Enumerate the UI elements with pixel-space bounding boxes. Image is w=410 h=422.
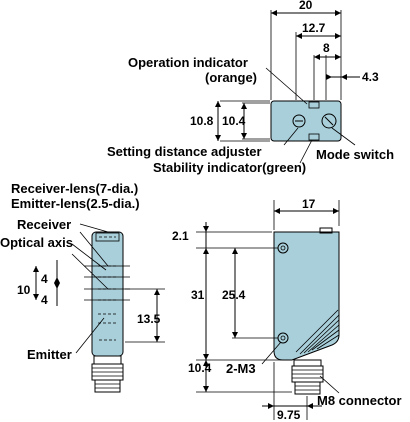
dim-12-7: 12.7 <box>302 21 326 35</box>
label-optical-axis: Optical axis <box>0 235 73 250</box>
front-view-body <box>91 231 124 357</box>
dim-4a: 4 <box>41 272 48 286</box>
front-connector-neck <box>93 355 122 365</box>
dim-4-3: 4.3 <box>362 70 379 84</box>
dim-10-4: 10.4 <box>222 114 246 128</box>
front-view: 10 4 4 13.5 Receiver-lens(7-dia.) Emitte… <box>0 181 165 393</box>
side-connector-neck <box>293 359 322 367</box>
stability-indicator-window <box>308 133 320 141</box>
side-grip-hatch <box>295 309 340 355</box>
dim-9-75: 9.75 <box>277 408 301 422</box>
label-emitter-lens: Emitter-lens(2.5-dia.) <box>11 196 140 211</box>
label-orange: (orange) <box>205 70 257 85</box>
side-view: 17 2.1 31 25.4 10.4 9.75 <box>172 197 402 422</box>
dim-10-8: 10.8 <box>190 114 214 128</box>
dim-width: 20 <box>299 0 313 12</box>
top-view-body <box>270 100 342 142</box>
dim-31: 31 <box>191 288 205 302</box>
label-operation-indicator: Operation indicator <box>128 55 248 70</box>
mode-switch-knob <box>321 113 337 129</box>
label-receiver: Receiver <box>17 217 71 232</box>
dim-10-4-side: 10.4 <box>188 361 212 375</box>
label-receiver-lens: Receiver-lens(7-dia.) <box>11 181 138 196</box>
top-view: 20 12.7 8 4.3 10.8 10.4 O <box>107 0 394 175</box>
adjuster-screw <box>292 114 306 128</box>
dim-4b: 4 <box>41 293 48 307</box>
label-emitter: Emitter <box>27 347 72 362</box>
dim-17: 17 <box>302 197 316 211</box>
label-2-m3: 2-M3 <box>226 361 256 376</box>
side-view-body <box>273 231 340 361</box>
label-setting-distance-adjuster: Setting distance adjuster <box>107 144 262 159</box>
label-m8-connector: M8 connector <box>317 393 402 408</box>
dim-13-5: 13.5 <box>137 312 161 326</box>
dim-10: 10 <box>17 283 31 297</box>
label-mode-switch: Mode switch <box>316 147 394 162</box>
dim-25-4: 25.4 <box>222 288 246 302</box>
dim-2-1: 2.1 <box>172 229 189 243</box>
label-stability-indicator: Stability indicator(green) <box>153 160 306 175</box>
operation-indicator-window <box>308 101 320 109</box>
dim-8: 8 <box>323 41 330 55</box>
